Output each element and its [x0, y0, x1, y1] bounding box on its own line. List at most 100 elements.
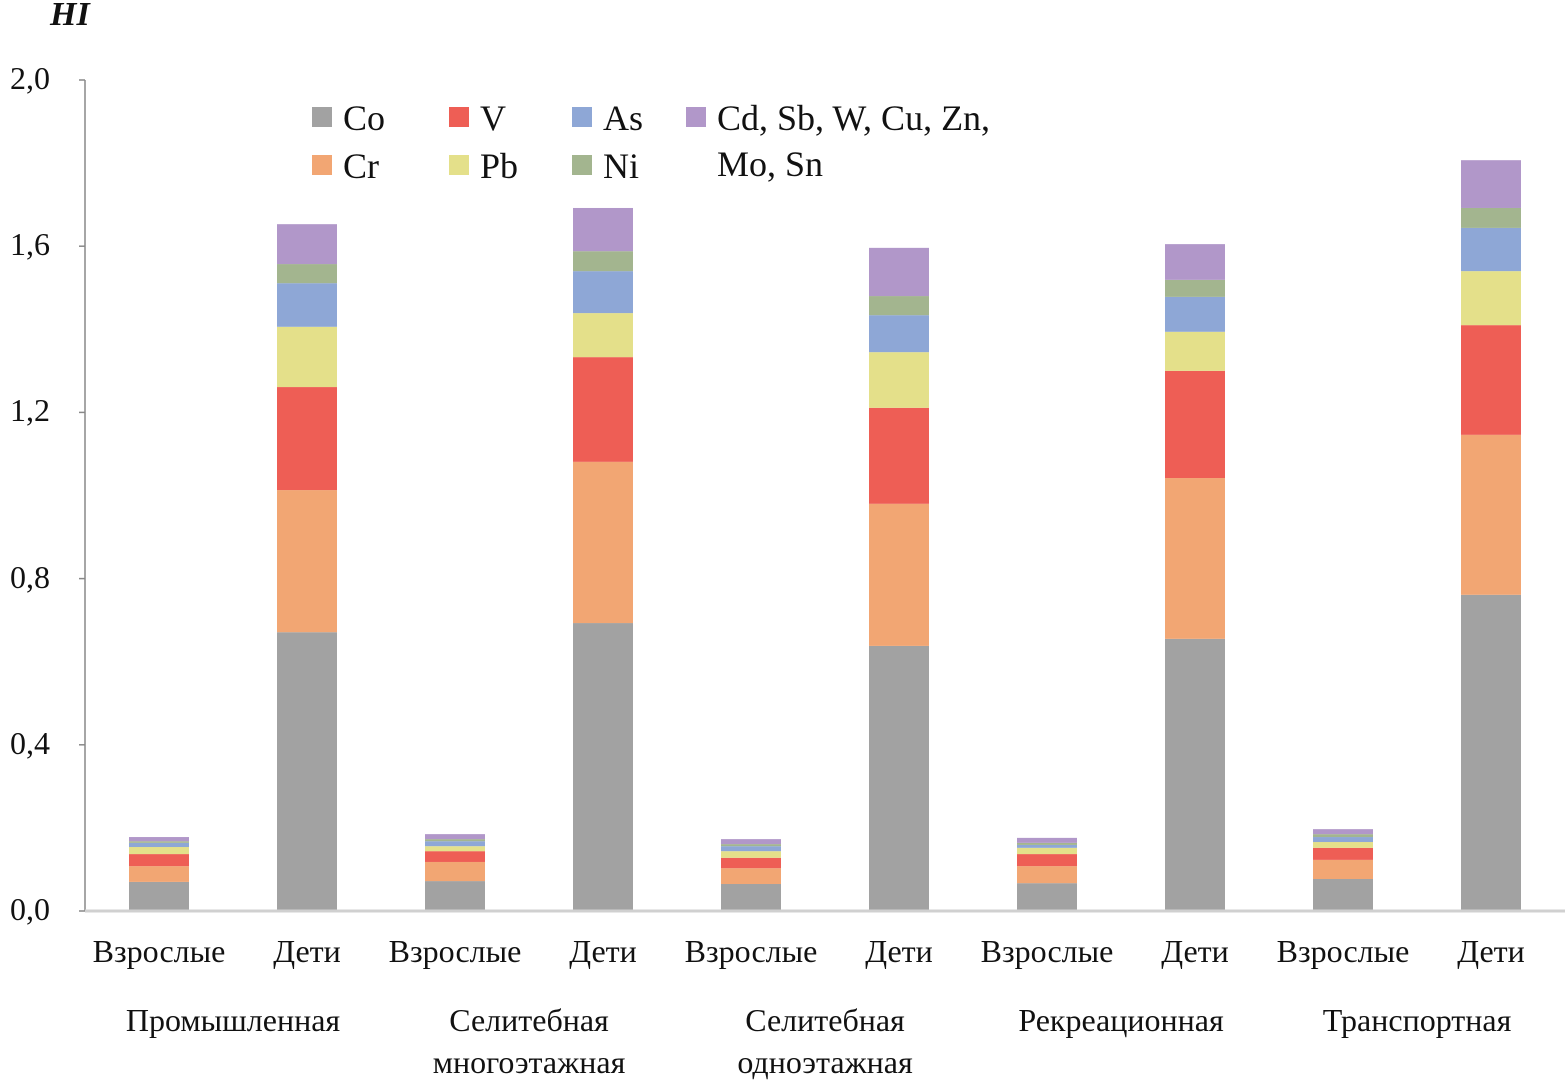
bar-segment-as — [1313, 837, 1373, 843]
legend-item: Co — [312, 95, 385, 141]
legend-swatch — [686, 107, 706, 127]
bar-segment-v — [1017, 854, 1077, 867]
bar-segment-cr — [1461, 434, 1521, 595]
bar-segment-as — [1017, 844, 1077, 848]
bar-segment-v — [1165, 370, 1225, 479]
bar-segment-v — [277, 387, 337, 491]
legend-swatch — [572, 155, 592, 175]
bar-segment-cr — [129, 866, 189, 882]
bar-segment-pb — [1313, 842, 1373, 848]
x-tick-label: Дети — [1161, 933, 1229, 969]
bar-segment-pb — [1461, 271, 1521, 326]
bar-segment-co — [425, 881, 485, 911]
bar-segment-v — [1313, 847, 1373, 860]
legend-item: Cd, Sb, W, Cu, Zn, Mo, Sn — [686, 95, 992, 187]
y-tick-label: 0,4 — [10, 724, 50, 761]
bar-segment-ni — [573, 251, 633, 272]
x-tick-label: Взрослые — [1276, 933, 1410, 969]
bar-segment-pb — [721, 851, 781, 858]
bar-segment-cr — [1017, 866, 1077, 884]
bar-segment-v — [1461, 325, 1521, 435]
legend-label: Cr — [343, 146, 379, 186]
bar-segment-cd — [425, 834, 485, 840]
group-label: Транспортная — [1322, 1002, 1512, 1038]
chart-title: HI — [50, 0, 90, 33]
bar-segment-cr — [721, 868, 781, 884]
bar-segment-cr — [277, 490, 337, 633]
bar-segment-ni — [277, 264, 337, 284]
bar-segment-co — [573, 623, 633, 911]
bar-segment-cd — [1017, 837, 1077, 843]
x-tick-label: Взрослые — [388, 933, 522, 969]
bar-segment-ni — [1165, 279, 1225, 297]
legend-label: Ni — [603, 146, 639, 186]
x-tick-label: Взрослые — [92, 933, 226, 969]
bar-segment-as — [1165, 296, 1225, 332]
legend-item: Ni — [572, 143, 639, 189]
bar-segment-pb — [573, 313, 633, 358]
bar-segment-v — [425, 851, 485, 862]
x-tick-label: Дети — [1457, 933, 1525, 969]
x-tick-label: Дети — [273, 933, 341, 969]
x-tick-label: Взрослые — [684, 933, 818, 969]
group-label: Селитебная одноэтажная — [737, 1002, 913, 1080]
bar-segment-co — [1461, 594, 1521, 911]
bar-segment-pb — [1017, 847, 1077, 855]
bar-segment-cd — [1461, 160, 1521, 208]
group-label: Рекреационная — [1018, 1002, 1224, 1038]
bar-segment-co — [1313, 879, 1373, 911]
x-tick-label: Дети — [865, 933, 933, 969]
bar-segment-ni — [1461, 207, 1521, 228]
bar-segment-cd — [129, 837, 189, 842]
bar-segment-cd — [573, 207, 633, 252]
legend-label: Cd, Sb, W, Cu, Zn, Mo, Sn — [717, 98, 991, 184]
bar-segment-cd — [1313, 829, 1373, 835]
bar-segment-co — [277, 632, 337, 911]
y-tick-label: 1,6 — [10, 226, 50, 263]
legend-item: V — [449, 95, 506, 141]
bar-segment-cr — [869, 503, 929, 646]
bar-segment-as — [425, 841, 485, 847]
bar-segment-ni — [721, 844, 781, 847]
bar-segment-v — [721, 857, 781, 869]
group-label: Селитебная многоэтажная — [432, 1002, 626, 1080]
legend-label: Co — [343, 98, 386, 138]
legend-swatch — [312, 155, 332, 175]
bar-segment-cr — [573, 461, 633, 624]
bar-segment-cd — [277, 224, 337, 265]
bar-segment-ni — [129, 841, 189, 843]
legend-item: Cr — [312, 143, 379, 189]
bar-segment-co — [869, 645, 929, 911]
x-tick-label: Взрослые — [980, 933, 1114, 969]
bar-segment-ni — [425, 839, 485, 842]
legend-swatch — [449, 107, 469, 127]
bar-segment-as — [277, 283, 337, 327]
legend-item: As — [572, 95, 643, 141]
bar-segment-pb — [129, 847, 189, 855]
bar-segment-as — [869, 315, 929, 353]
bar-segment-cr — [425, 861, 485, 882]
bar-segment-pb — [1165, 331, 1225, 371]
bar-segment-co — [1017, 883, 1077, 911]
legend-swatch — [449, 155, 469, 175]
bar-segment-as — [721, 846, 781, 852]
legend-label: As — [603, 98, 644, 138]
bar-segment-cd — [1165, 244, 1225, 280]
bar-segment-ni — [1313, 834, 1373, 838]
legend-label: Pb — [480, 146, 519, 186]
bar-segment-pb — [425, 846, 485, 852]
bar-segment-cr — [1165, 478, 1225, 639]
bar-segment-co — [1165, 638, 1225, 911]
bar-segment-v — [573, 357, 633, 462]
legend-item: Pb — [449, 143, 518, 189]
bar-segment-cd — [869, 247, 929, 297]
legend-label: V — [480, 98, 506, 138]
bar-segment-ni — [869, 296, 929, 316]
bar-segment-as — [129, 842, 189, 848]
bar-segment-v — [129, 854, 189, 867]
bar-segment-pb — [869, 352, 929, 408]
bar-segment-as — [1461, 227, 1521, 272]
y-tick-label: 1,2 — [10, 392, 50, 429]
x-tick-label: Дети — [569, 933, 637, 969]
